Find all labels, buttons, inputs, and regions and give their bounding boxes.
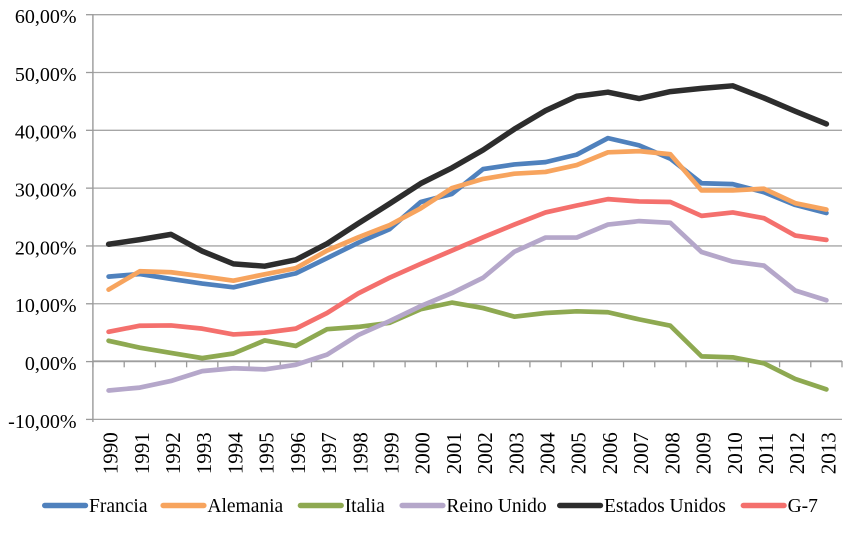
svg-text:2012: 2012 <box>785 432 809 474</box>
svg-text:1999: 1999 <box>379 432 403 474</box>
svg-text:2000: 2000 <box>411 432 435 474</box>
svg-text:Estados Unidos: Estados Unidos <box>604 496 726 517</box>
svg-text:1995: 1995 <box>255 432 279 474</box>
svg-text:2004: 2004 <box>536 432 560 475</box>
svg-text:Reino Unido: Reino Unido <box>446 496 546 517</box>
svg-text:2009: 2009 <box>692 432 716 474</box>
svg-text:2002: 2002 <box>473 432 497 474</box>
svg-text:1997: 1997 <box>317 432 341 474</box>
svg-text:1994: 1994 <box>223 432 247 475</box>
svg-text:2008: 2008 <box>660 432 684 474</box>
svg-text:Alemania: Alemania <box>207 496 283 517</box>
svg-text:50,00%: 50,00% <box>15 64 77 86</box>
svg-text:-10,00%: -10,00% <box>8 411 76 433</box>
svg-text:2013: 2013 <box>816 432 840 474</box>
svg-text:20,00%: 20,00% <box>15 237 77 259</box>
svg-text:1998: 1998 <box>348 432 372 474</box>
svg-text:40,00%: 40,00% <box>15 122 77 144</box>
svg-text:2006: 2006 <box>598 432 622 474</box>
svg-text:2011: 2011 <box>754 433 778 474</box>
svg-text:2007: 2007 <box>629 432 653 474</box>
svg-text:Francia: Francia <box>89 496 148 517</box>
svg-text:G-7: G-7 <box>788 496 819 517</box>
svg-text:2001: 2001 <box>442 432 466 474</box>
svg-text:Italia: Italia <box>345 496 385 517</box>
svg-text:2010: 2010 <box>723 432 747 474</box>
svg-text:60,00%: 60,00% <box>15 6 77 28</box>
svg-text:2005: 2005 <box>567 432 591 474</box>
svg-text:1990: 1990 <box>99 432 123 474</box>
svg-text:10,00%: 10,00% <box>15 295 77 317</box>
svg-text:30,00%: 30,00% <box>15 180 77 202</box>
svg-text:1991: 1991 <box>130 432 154 474</box>
svg-text:1996: 1996 <box>286 432 310 474</box>
svg-text:1993: 1993 <box>192 432 216 474</box>
svg-text:1992: 1992 <box>161 432 185 474</box>
svg-text:0,00%: 0,00% <box>25 353 77 375</box>
svg-text:2003: 2003 <box>504 432 528 474</box>
